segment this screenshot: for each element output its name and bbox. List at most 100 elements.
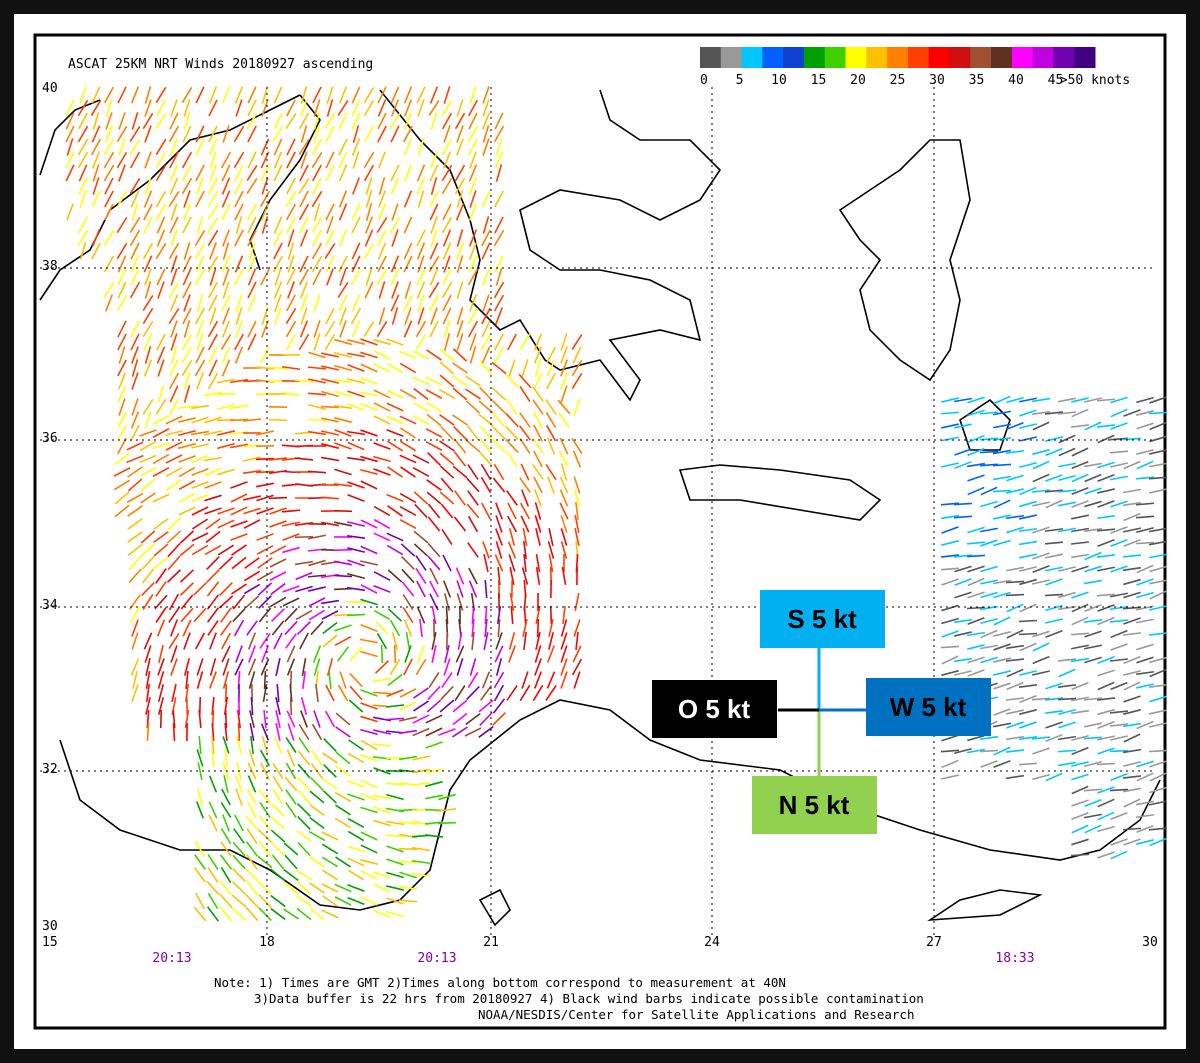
wind-barb (1122, 437, 1142, 441)
wind-barb (993, 539, 1011, 547)
wind-barb (220, 151, 232, 169)
wind-barb (178, 479, 196, 491)
wind-barb (479, 360, 493, 376)
wind-barb (66, 203, 74, 221)
wind-barb (313, 203, 321, 221)
legend-label: 45 (1048, 73, 1064, 88)
wind-barb (79, 86, 87, 104)
wind-barb (521, 567, 529, 585)
wind-barb (1058, 591, 1076, 599)
wind-barb (234, 814, 244, 832)
wind-barb (155, 398, 167, 416)
wind-barb (249, 723, 255, 741)
wind-barb (1136, 683, 1154, 689)
wind-barb (256, 545, 274, 555)
wind-barb (993, 643, 1011, 651)
wind-barb (469, 658, 477, 676)
wind-barb (208, 99, 218, 117)
wind-barb (1019, 694, 1037, 704)
wind-barb (338, 229, 348, 247)
wind-barb (221, 86, 231, 104)
wind-barb (413, 700, 429, 712)
color-legend: 0 5 10 15 20 25 30 35 40 45>50 knots (700, 47, 1130, 88)
wind-barb (1019, 514, 1037, 520)
wind-barb (1045, 721, 1063, 729)
wind-barb (261, 177, 269, 195)
wind-barb (230, 493, 248, 503)
wind-barb (273, 112, 283, 130)
wind-barb (1084, 656, 1102, 664)
wind-barb (127, 466, 143, 478)
wind-barb (230, 533, 248, 541)
wind-barb (247, 255, 257, 273)
wind-barb (131, 619, 139, 637)
wind-barb (220, 841, 232, 857)
wind-barb (481, 229, 491, 247)
wind-barb (275, 723, 281, 741)
wind-barb (281, 353, 301, 357)
wind-barb (170, 138, 178, 156)
wind-barb (158, 645, 164, 663)
wind-barb (372, 691, 392, 695)
wind-barb (979, 644, 999, 650)
wind-barb (400, 543, 416, 557)
wind-barb (245, 893, 259, 909)
wind-barb (334, 364, 352, 372)
wind-barb (363, 99, 375, 117)
wind-barb (1005, 593, 1025, 597)
wind-barb (373, 350, 391, 360)
wind-barb (1019, 578, 1037, 586)
wind-barb (181, 164, 193, 182)
wind-barb (1097, 616, 1115, 626)
wind-barb (183, 632, 191, 650)
wind-barb (269, 545, 287, 555)
wind-barb (941, 423, 959, 429)
wind-barb (196, 372, 204, 390)
wind-barb (360, 715, 378, 723)
wind-barb (313, 710, 321, 728)
wind-barb (467, 515, 479, 533)
wind-barb (250, 696, 254, 716)
wind-barb (1110, 850, 1128, 860)
wind-barb (231, 881, 247, 895)
wind-barb (1149, 656, 1167, 664)
wind-barb (231, 583, 247, 595)
wind-barb (234, 177, 244, 195)
annotations: S 5 ktW 5 ktO 5 ktN 5 kt (652, 590, 991, 834)
wind-barb (1019, 486, 1037, 496)
wind-barb (338, 86, 348, 104)
wind-barb (153, 556, 169, 570)
wind-barb (508, 554, 516, 572)
wind-barb (130, 658, 140, 676)
wind-barb (505, 438, 519, 454)
lon-label: 24 (704, 935, 720, 950)
wind-barb (307, 418, 327, 422)
wind-barb (328, 670, 332, 690)
wind-barb (324, 242, 336, 260)
lon-label: 15 (42, 935, 58, 950)
wind-barb (390, 268, 400, 286)
wind-barb (403, 190, 413, 208)
wind-barb (152, 467, 170, 477)
wind-barb (953, 554, 973, 558)
wind-barb (311, 242, 323, 260)
wind-barb (166, 569, 182, 583)
wind-barb (335, 856, 351, 868)
wind-barb (467, 307, 479, 325)
wind-barb (258, 607, 272, 623)
wind-barb (346, 613, 366, 617)
legend-label: 15 (811, 73, 827, 88)
wind-barb (170, 99, 178, 117)
wind-barb (170, 645, 178, 663)
wind-barb (425, 389, 443, 399)
wind-barb (182, 125, 192, 143)
wind-barb (335, 765, 351, 777)
wind-barb (300, 99, 308, 117)
wind-barb (429, 580, 439, 598)
wind-barb (117, 385, 127, 403)
wind-barbs (65, 86, 1168, 922)
wind-barb (207, 346, 219, 364)
wind-barb (208, 359, 218, 377)
wind-barb (360, 391, 378, 397)
wind-barb (230, 506, 248, 516)
